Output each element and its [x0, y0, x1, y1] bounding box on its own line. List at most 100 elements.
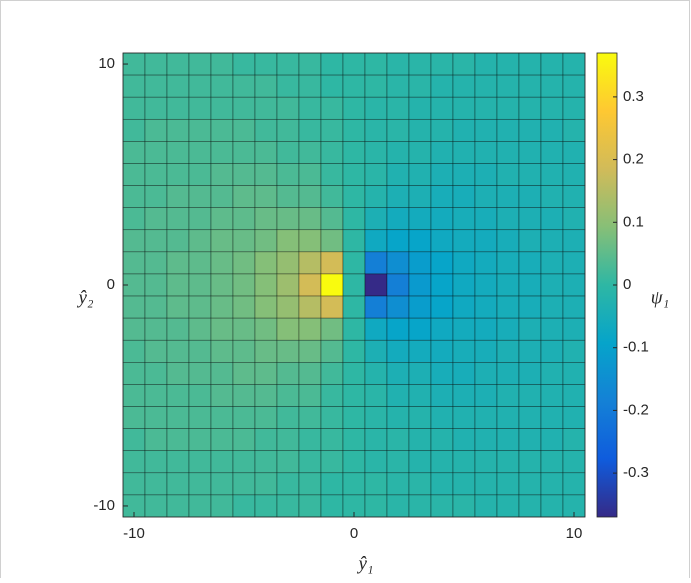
heatmap-cell	[408, 362, 432, 385]
heatmap-cell	[562, 428, 586, 452]
heatmap-cell	[408, 185, 432, 208]
heatmap-cell	[254, 317, 278, 341]
heatmap-cell	[452, 494, 476, 518]
heatmap-cell	[364, 428, 388, 452]
heatmap-cell	[408, 251, 432, 275]
heatmap-cell	[210, 96, 234, 120]
heatmap-cell	[342, 74, 366, 98]
heatmap-cell	[408, 118, 432, 142]
heatmap-cell	[166, 406, 190, 429]
heatmap-cell	[408, 229, 432, 253]
heatmap-cell	[408, 141, 432, 164]
heatmap-cell	[342, 450, 366, 474]
heatmap-cell	[342, 96, 366, 120]
heatmap-cell	[122, 317, 146, 341]
heatmap-cell	[342, 251, 366, 275]
heatmap-cell	[518, 384, 542, 407]
heatmap-cell	[430, 384, 454, 407]
heatmap-cell	[408, 494, 432, 518]
heatmap-cell	[144, 317, 168, 341]
heatmap-cell	[364, 472, 388, 496]
heatmap-cell	[452, 384, 476, 407]
heatmap-cell	[540, 494, 564, 518]
heatmap-cell	[232, 295, 256, 319]
heatmap-cell	[364, 163, 388, 186]
heatmap-cell	[386, 317, 410, 341]
heatmap-cell	[342, 362, 366, 385]
heatmap-cell	[540, 273, 564, 297]
heatmap-cell	[364, 229, 388, 253]
heatmap-cell	[452, 472, 476, 496]
heatmap-cell	[320, 295, 344, 319]
heatmap-cell	[320, 141, 344, 164]
heatmap-cell	[518, 141, 542, 164]
heatmap-cell	[210, 118, 234, 142]
heatmap-cell	[144, 494, 168, 518]
heatmap-cell	[518, 317, 542, 341]
heatmap-cell	[298, 141, 322, 164]
heatmap-cell	[232, 207, 256, 231]
heatmap-cell	[452, 406, 476, 429]
heatmap-cell	[386, 494, 410, 518]
heatmap-cell	[320, 74, 344, 98]
heatmap-cell	[386, 428, 410, 452]
heatmap-cell	[276, 472, 300, 496]
heatmap-cell	[474, 74, 498, 98]
heatmap-cell	[254, 251, 278, 275]
heatmap-cell	[518, 362, 542, 385]
heatmap-cell	[276, 74, 300, 98]
heatmap-cell	[452, 362, 476, 385]
heatmap-cell	[562, 185, 586, 208]
heatmap-cell	[320, 251, 344, 275]
heatmap-cell	[452, 74, 476, 98]
heatmap-cell	[386, 295, 410, 319]
y-tick-label: -10	[93, 497, 115, 514]
heatmap-cell	[386, 406, 410, 429]
heatmap-cell	[452, 52, 476, 76]
heatmap-cell	[408, 52, 432, 76]
heatmap-cell	[562, 251, 586, 275]
heatmap-cell	[364, 406, 388, 429]
heatmap-cell	[474, 450, 498, 474]
heatmap-cell	[408, 384, 432, 407]
heatmap-cell	[430, 450, 454, 474]
heatmap-cell	[430, 141, 454, 164]
heatmap-cell	[540, 96, 564, 120]
heatmap-cell	[320, 185, 344, 208]
heatmap-cell	[430, 185, 454, 208]
heatmap-cell	[452, 163, 476, 186]
heatmap-cell	[254, 472, 278, 496]
heatmap-cell	[276, 141, 300, 164]
heatmap-cell	[276, 251, 300, 275]
heatmap-cell	[452, 207, 476, 231]
colorbar-label: ψ₁	[651, 287, 669, 308]
heatmap-cell	[430, 118, 454, 142]
heatmap-cell	[474, 362, 498, 385]
heatmap-cell	[562, 273, 586, 297]
heatmap-cell	[452, 339, 476, 363]
heatmap-cell	[364, 362, 388, 385]
heatmap-cell	[232, 384, 256, 407]
heatmap-cell	[342, 185, 366, 208]
heatmap-cell	[364, 295, 388, 319]
heatmap-cell	[276, 295, 300, 319]
heatmap-cell	[430, 52, 454, 76]
heatmap-cell	[254, 207, 278, 231]
heatmap-cell	[496, 74, 520, 98]
heatmap-cell	[298, 450, 322, 474]
heatmap-cell	[166, 207, 190, 231]
heatmap-cell	[144, 251, 168, 275]
heatmap-cell	[210, 362, 234, 385]
heatmap-cell	[254, 450, 278, 474]
heatmap-cell	[122, 251, 146, 275]
heatmap-cell	[298, 472, 322, 496]
heatmap-cell	[496, 450, 520, 474]
heatmap-cell	[254, 229, 278, 253]
heatmap-cell	[276, 185, 300, 208]
heatmap-cell	[144, 229, 168, 253]
heatmap-cell	[122, 163, 146, 186]
heatmap-cell	[562, 74, 586, 98]
heatmap-cell	[540, 52, 564, 76]
heatmap-cell	[496, 362, 520, 385]
